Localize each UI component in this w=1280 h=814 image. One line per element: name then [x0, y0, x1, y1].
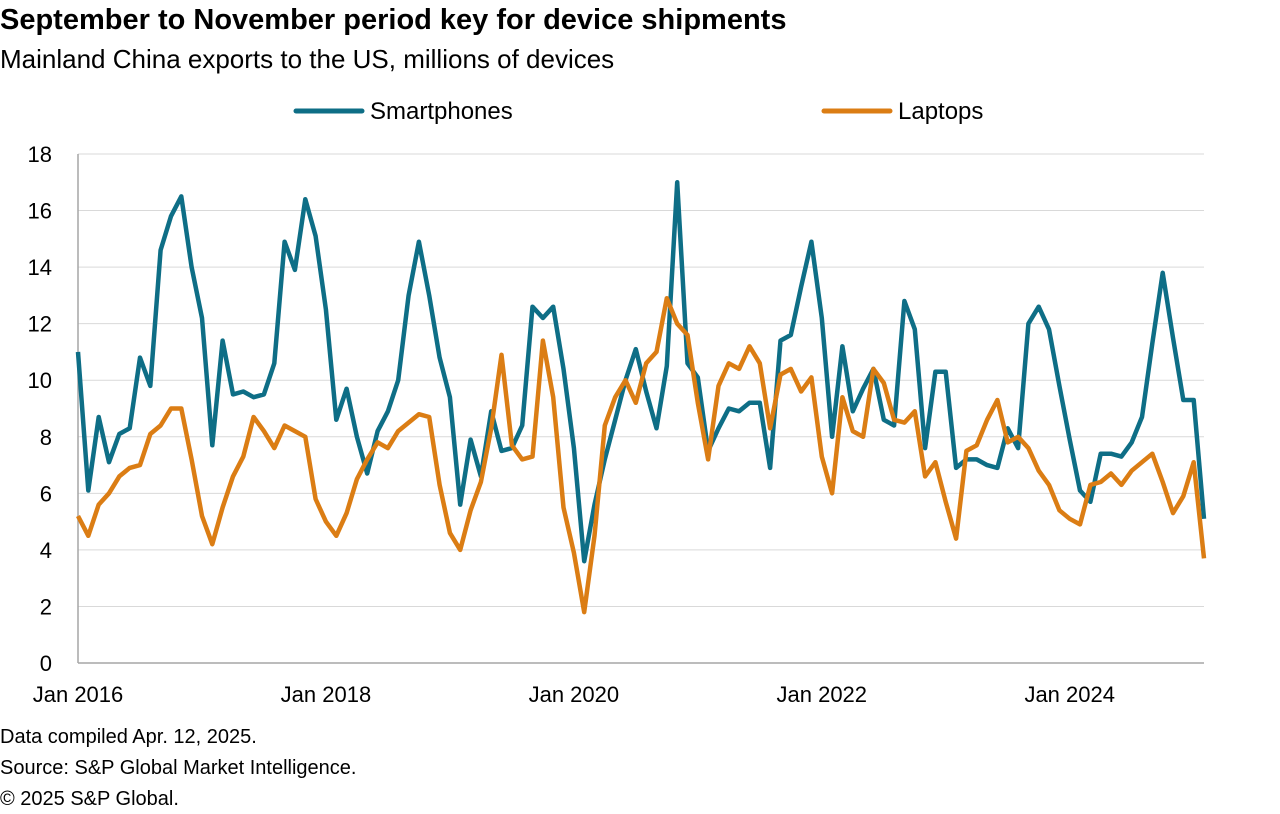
- y-tick-label: 10: [28, 368, 52, 393]
- x-tick-label: Jan 2022: [777, 682, 868, 707]
- legend-label-laptops: Laptops: [898, 98, 983, 125]
- x-tick-label: Jan 2020: [529, 682, 620, 707]
- series-lines: [78, 182, 1204, 612]
- y-tick-label: 12: [28, 312, 52, 337]
- y-tick-label: 8: [40, 425, 52, 450]
- x-tick-label: Jan 2024: [1024, 682, 1115, 707]
- x-tick-label: Jan 2016: [33, 682, 124, 707]
- series-line-laptops: [78, 298, 1204, 612]
- y-tick-label: 2: [40, 594, 52, 619]
- y-tick-label: 16: [28, 199, 52, 224]
- y-tick-label: 0: [40, 651, 52, 676]
- line-chart: 0 2 4 6 8 10 12 14 16 18 Jan 2016 Jan 2018 Jan 2020 J…: [0, 0, 1280, 814]
- source-note: Source: S&P Global Market Intelligence.: [0, 757, 356, 780]
- data-compiled-note: Data compiled Apr. 12, 2025.: [0, 726, 257, 749]
- y-tick-label: 18: [28, 142, 52, 167]
- y-tick-label: 14: [28, 255, 52, 280]
- legend: Smartphones Laptops: [296, 98, 983, 125]
- x-tick-label: Jan 2018: [281, 682, 372, 707]
- copyright-note: © 2025 S&P Global.: [0, 788, 179, 811]
- legend-label-smartphones: Smartphones: [370, 98, 513, 125]
- y-tick-label: 4: [40, 538, 52, 563]
- series-line-smartphones: [78, 182, 1204, 561]
- y-tick-label: 6: [40, 481, 52, 506]
